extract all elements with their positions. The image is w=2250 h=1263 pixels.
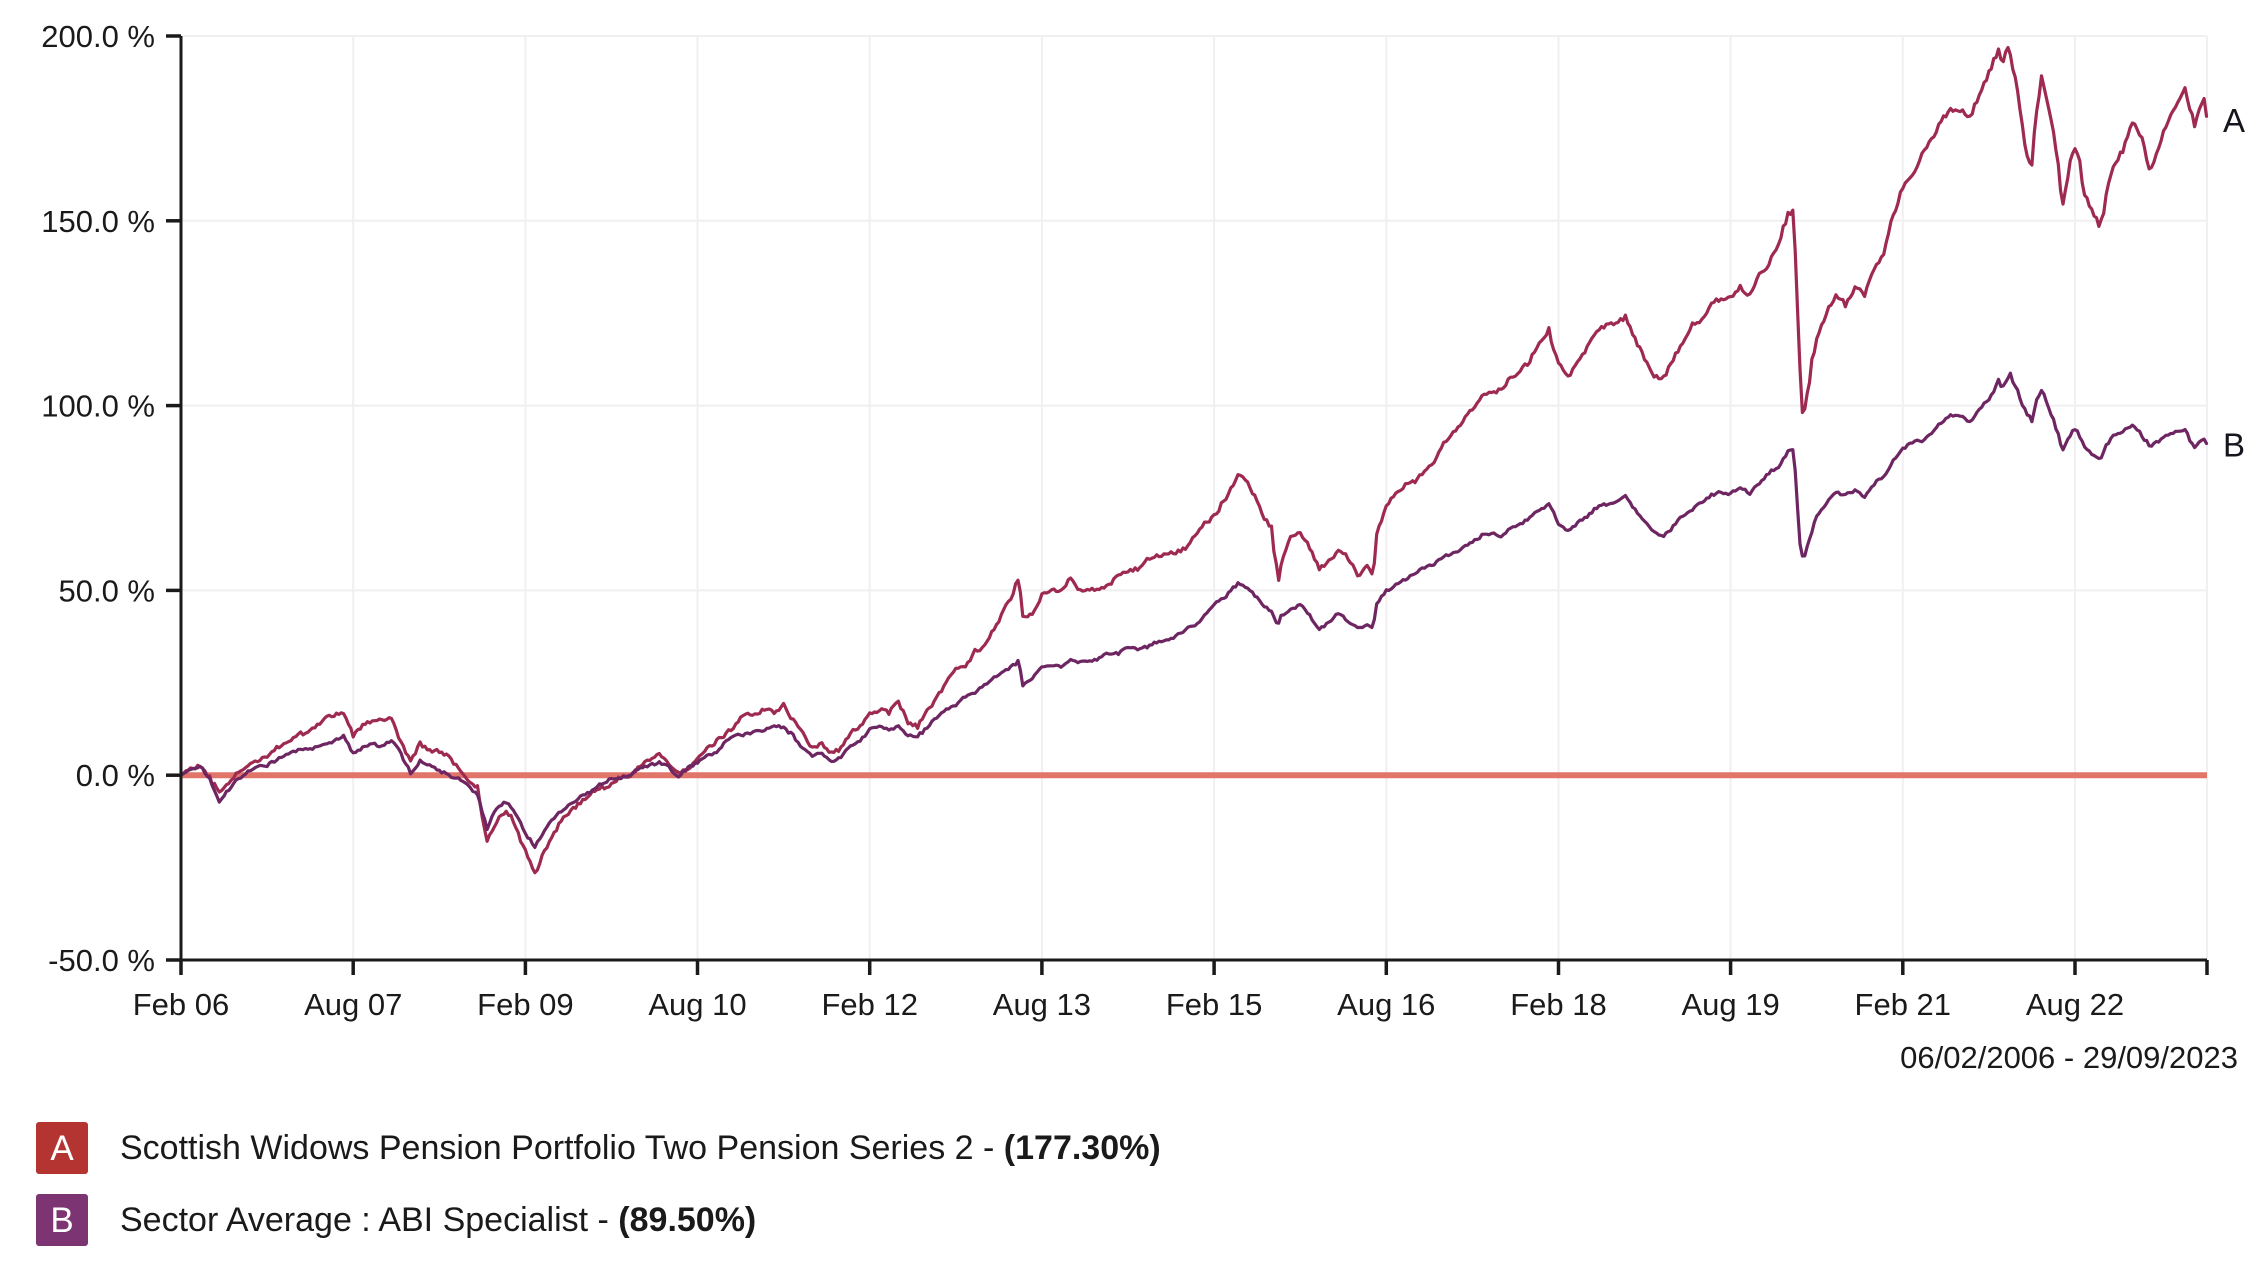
x-tick-label: Feb 12 xyxy=(821,987,918,1022)
y-tick-label: -50.0 % xyxy=(48,943,155,978)
legend-item-B[interactable]: B Sector Average : ABI Specialist - (89.… xyxy=(36,1194,1161,1246)
x-tick-label: Aug 22 xyxy=(2026,987,2124,1022)
y-tick-label: 150.0 % xyxy=(41,204,155,239)
legend-marker-B: B xyxy=(36,1194,88,1246)
x-tick-label: Feb 06 xyxy=(133,987,230,1022)
x-tick-label: Feb 21 xyxy=(1855,987,1952,1022)
legend-label-text-A: Scottish Widows Pension Portfolio Two Pe… xyxy=(120,1128,1004,1167)
y-tick-label: 100.0 % xyxy=(41,389,155,424)
x-tick-label: Aug 07 xyxy=(304,987,402,1022)
x-tick-label: Aug 19 xyxy=(1681,987,1779,1022)
y-tick-label: 0.0 % xyxy=(76,758,155,793)
series-end-label-A: A xyxy=(2223,102,2245,139)
legend-label-text-B: Sector Average : ABI Specialist - xyxy=(120,1200,619,1239)
legend-label-B: Sector Average : ABI Specialist - (89.50… xyxy=(120,1201,756,1240)
legend-marker-A: A xyxy=(36,1122,88,1174)
legend-item-A[interactable]: A Scottish Widows Pension Portfolio Two … xyxy=(36,1122,1161,1174)
legend-label-A: Scottish Widows Pension Portfolio Two Pe… xyxy=(120,1129,1161,1168)
series-A-line[interactable] xyxy=(179,45,2209,875)
x-tick-label: Aug 13 xyxy=(993,987,1091,1022)
series-B-line[interactable] xyxy=(179,371,2209,849)
x-tick-label: Aug 10 xyxy=(648,987,746,1022)
legend-value-B: (89.50%) xyxy=(618,1200,757,1239)
chart-area: 06/02/2006 - 29/09/2023 A B 200.0 % 150.0 %… xyxy=(41,19,2245,1075)
x-tick-label: Feb 09 xyxy=(477,987,574,1022)
legend: A Scottish Widows Pension Portfolio Two … xyxy=(36,1122,1161,1246)
y-tick-label: 200.0 % xyxy=(41,19,155,54)
performance-chart: 06/02/2006 - 29/09/2023 A B 200.0 % 150.0 %… xyxy=(41,19,2245,1075)
series-end-label-B: B xyxy=(2223,426,2245,463)
y-tick-label: 50.0 % xyxy=(58,573,155,608)
x-tick-label: Aug 16 xyxy=(1337,987,1435,1022)
date-range-label: 06/02/2006 - 29/09/2023 xyxy=(1900,1040,2238,1075)
x-tick-label: Feb 18 xyxy=(1510,987,1607,1022)
legend-value-A: (177.30%) xyxy=(1003,1128,1161,1167)
x-tick-label: Feb 15 xyxy=(1166,987,1263,1022)
